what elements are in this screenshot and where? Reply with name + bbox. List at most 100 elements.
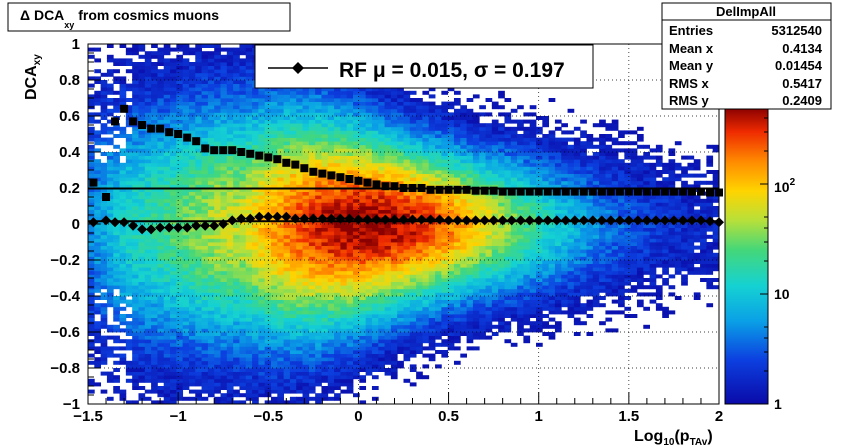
heatmap-cell (220, 350, 228, 354)
heatmap-cell (144, 292, 152, 297)
heatmap-cell (283, 90, 291, 95)
heatmap-cell (239, 281, 247, 286)
heatmap-cell (289, 357, 297, 362)
heatmap-cell (315, 357, 322, 362)
heatmap-cell (277, 166, 285, 171)
heatmap-cell (359, 314, 367, 318)
heatmap-cell (201, 350, 209, 354)
heatmap-cell (428, 245, 436, 250)
heatmap-cell (390, 152, 398, 156)
heatmap-cell (416, 119, 423, 124)
heatmap-cell (296, 170, 303, 174)
heatmap-cell (258, 144, 266, 149)
heatmap-cell (340, 98, 348, 102)
heatmap-cell (340, 184, 348, 189)
heatmap-cell (113, 191, 120, 196)
heatmap-cell (321, 98, 329, 102)
heatmap-cell (220, 335, 228, 340)
heatmap-cell (270, 328, 278, 333)
heatmap-cell (88, 155, 95, 160)
heatmap-cell (220, 303, 228, 308)
heatmap-cell (94, 339, 102, 344)
heatmap-cell (315, 141, 322, 146)
heatmap-cell (422, 191, 430, 196)
heatmap-cell (88, 166, 95, 171)
heatmap-cell (258, 281, 266, 286)
heatmap-cell (119, 184, 127, 189)
heatmap-cell (113, 252, 120, 257)
heatmap-cell (113, 303, 120, 308)
heatmap-cell (170, 130, 177, 135)
heatmap-cell (214, 54, 221, 59)
heatmap-cell (245, 116, 253, 120)
heatmap-cell (308, 332, 316, 336)
heatmap-cell (170, 252, 177, 257)
heatmap-cell (201, 296, 209, 300)
heatmap-cell (390, 260, 398, 264)
heatmap-cell (296, 328, 303, 333)
heatmap-cell (340, 87, 348, 92)
heatmap-cell (188, 152, 196, 156)
heatmap-cell (163, 144, 171, 149)
heatmap-cell (403, 101, 411, 106)
heatmap-cell (327, 101, 335, 106)
heatmap-cell (371, 166, 379, 171)
heatmap-cell (252, 90, 259, 95)
heatmap-cell (226, 94, 234, 99)
heatmap-cell (113, 213, 120, 218)
heatmap-cell (258, 288, 266, 293)
heatmap-cell (390, 252, 398, 257)
heatmap-cell (125, 155, 133, 160)
heatmap-cell (201, 267, 209, 272)
heatmap-cell (390, 98, 398, 102)
heatmap-cell (371, 137, 379, 142)
heatmap-cell (378, 108, 385, 113)
heatmap-cell (327, 159, 335, 164)
heatmap-cell (94, 285, 102, 290)
heatmap-cell (144, 119, 152, 124)
heatmap-cell (397, 299, 404, 304)
heatmap-cell (327, 360, 335, 365)
heatmap-cell (353, 321, 360, 326)
heatmap-cell (195, 242, 202, 246)
heatmap-cell (340, 288, 348, 293)
heatmap-cell (144, 357, 152, 362)
heatmap-cell (245, 328, 253, 333)
heatmap-cell (315, 180, 322, 185)
heatmap-cell (195, 216, 202, 221)
heatmap-cell (302, 285, 310, 290)
heatmap-cell (277, 94, 285, 99)
heatmap-cell (132, 249, 139, 254)
heatmap-cell (296, 274, 303, 279)
heatmap-cell (315, 346, 322, 351)
heatmap-cell (365, 328, 373, 333)
heatmap-cell (296, 198, 303, 203)
heatmap-cell (321, 227, 329, 232)
heatmap-cell (245, 51, 253, 56)
heatmap-cell (214, 303, 221, 308)
heatmap-cell (378, 350, 385, 354)
heatmap-cell (416, 173, 423, 178)
heatmap-cell (151, 177, 158, 182)
heatmap-cell (188, 83, 196, 88)
heatmap-cell (371, 90, 379, 95)
heatmap-cell (245, 270, 253, 275)
heatmap-cell (201, 152, 209, 156)
heatmap-cell (428, 242, 436, 246)
heatmap-cell (403, 270, 411, 275)
heatmap-cell (220, 360, 228, 365)
heatmap-cell (422, 364, 430, 369)
heatmap-cell (321, 105, 329, 110)
heatmap-cell (378, 353, 385, 358)
heatmap-cell (182, 188, 190, 192)
heatmap-cell (220, 238, 228, 243)
heatmap-cell (94, 94, 102, 99)
heatmap-cell (201, 368, 209, 372)
heatmap-cell (359, 141, 367, 146)
heatmap-cell (384, 101, 392, 106)
heatmap-cell (359, 155, 367, 160)
heatmap-cell (94, 216, 102, 221)
heatmap-cell (435, 364, 442, 369)
heatmap-cell (88, 238, 95, 243)
heatmap-cell (371, 195, 379, 200)
